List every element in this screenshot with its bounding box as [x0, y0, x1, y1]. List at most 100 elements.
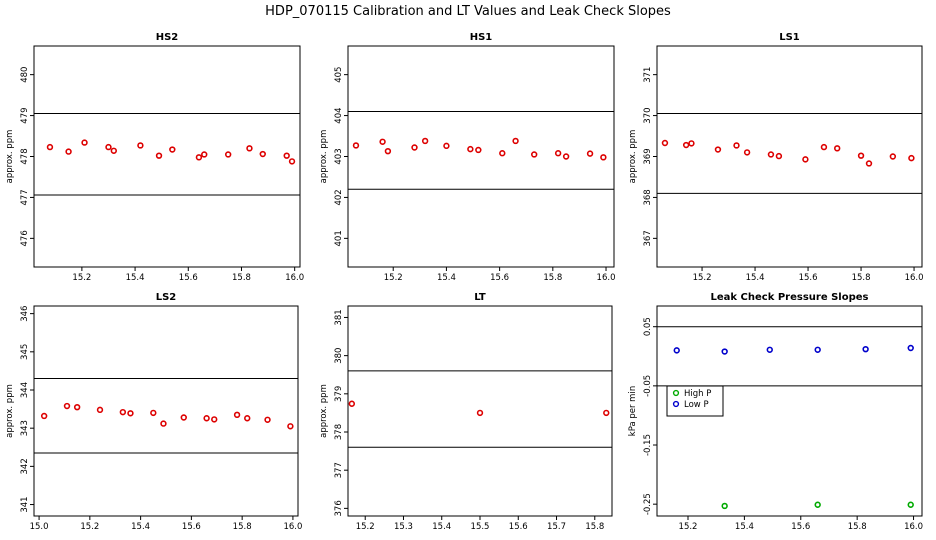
figure-title: HDP_070115 Calibration and LT Values and… — [265, 4, 671, 19]
y-axis-label: approx. ppm — [628, 130, 638, 184]
x-tick-label: 15.6 — [799, 273, 818, 283]
x-tick-label: 15.5 — [471, 522, 490, 532]
data-point — [46, 143, 54, 151]
x-tick-label: 15.0 — [30, 522, 49, 532]
data-point — [467, 145, 474, 153]
x-tick-label: 15.6 — [179, 273, 198, 283]
x-tick-label: 15.7 — [547, 522, 566, 532]
data-point — [224, 151, 232, 158]
y-tick-label: 380 — [334, 348, 344, 364]
x-tick-label: 15.4 — [437, 273, 456, 283]
data-point — [833, 145, 841, 152]
x-tick-label: 15.2 — [693, 273, 712, 283]
data-point — [411, 144, 418, 151]
data-point — [421, 137, 429, 145]
y-tick-label: 478 — [20, 148, 30, 164]
data-point — [907, 501, 914, 508]
chart-panels: HS2 15.2 15.4 15.6 15.8 16.0 476 477 478 479 480 ap… — [5, 32, 924, 532]
y-tick-label: 401 — [334, 230, 344, 246]
x-tick-label: 15.4 — [746, 273, 765, 283]
data-point — [554, 150, 562, 157]
data-point — [169, 146, 176, 153]
data-point — [127, 410, 134, 417]
y-tick-label: 341 — [20, 496, 30, 512]
x-tick-label: 15.8 — [543, 273, 562, 283]
y-tick-label: 403 — [334, 148, 344, 164]
data-point — [155, 152, 163, 159]
data-point — [814, 346, 821, 353]
x-tick-label: 15.6 — [791, 522, 810, 532]
y-tick-label: 378 — [334, 424, 344, 440]
data-point — [721, 502, 728, 510]
x-tick-label: 15.2 — [356, 522, 375, 532]
y-tick-label: 377 — [334, 462, 344, 478]
data-point — [530, 151, 538, 158]
plot-frame — [656, 305, 923, 517]
x-tick-label: 15.4 — [126, 273, 145, 283]
y-tick-label: -0.05 — [643, 375, 653, 397]
data-point — [110, 147, 118, 154]
x-tick-label: 16.0 — [904, 522, 923, 532]
data-point — [499, 150, 506, 157]
data-point — [865, 160, 873, 167]
y-tick-label: 342 — [20, 458, 30, 474]
y-tick-label: -0.25 — [643, 493, 653, 515]
legend-label: High P — [684, 389, 711, 399]
x-tick-label: 15.2 — [72, 273, 91, 283]
x-tick-label: 15.8 — [233, 522, 252, 532]
legend-marker — [672, 400, 680, 408]
panel-title: LS2 — [156, 292, 177, 303]
data-point — [288, 158, 296, 165]
panel-title: LS1 — [779, 32, 800, 43]
data-point — [233, 411, 241, 419]
y-axis-label: kPa per min — [628, 386, 638, 436]
data-point — [259, 150, 266, 158]
data-point — [721, 348, 728, 355]
data-point — [907, 344, 914, 352]
x-tick-label: 15.3 — [394, 522, 413, 532]
y-axis-label: approx. ppm — [319, 130, 329, 184]
data-point — [264, 416, 271, 423]
data-point — [150, 409, 157, 417]
data-point — [600, 154, 607, 161]
data-point — [195, 154, 203, 161]
legend-marker — [672, 389, 680, 397]
x-tick-label: 15.2 — [384, 273, 403, 283]
data-point — [673, 347, 680, 354]
plot-frame — [33, 305, 299, 517]
data-point — [244, 415, 251, 422]
x-tick-label: 15.8 — [585, 522, 604, 532]
data-point — [889, 153, 897, 160]
panel-4: LS2 15.0 15.2 15.4 15.6 15.8 16.0 341 342 343 344 3… — [5, 292, 302, 532]
y-tick-label: 479 — [20, 107, 30, 123]
data-point — [476, 409, 484, 417]
data-point — [475, 146, 482, 154]
x-tick-label: 15.4 — [735, 522, 754, 532]
y-tick-label: 345 — [20, 344, 30, 360]
data-point — [562, 153, 570, 160]
x-tick-label: 15.8 — [848, 522, 867, 532]
plot-frame — [347, 45, 615, 268]
y-tick-label: 369 — [643, 148, 653, 164]
data-point — [802, 156, 809, 163]
data-point — [862, 345, 869, 353]
y-tick-label: 371 — [643, 67, 653, 83]
panel-5: LT 15.2 15.3 15.4 15.5 15.6 15.7 15.8 376 377 378 3… — [319, 292, 613, 532]
y-tick-label: -0.15 — [643, 434, 653, 456]
y-tick-label: 368 — [643, 189, 653, 205]
data-point — [105, 143, 112, 151]
data-point — [352, 142, 360, 149]
data-point — [908, 154, 915, 162]
x-tick-label: 16.0 — [905, 273, 924, 283]
y-tick-label: 381 — [334, 309, 344, 325]
y-tick-label: 476 — [20, 230, 30, 246]
x-tick-label: 15.6 — [490, 273, 509, 283]
y-tick-label: 343 — [20, 420, 30, 436]
y-tick-label: 404 — [334, 107, 344, 123]
data-point — [65, 148, 72, 155]
panel-3: LS1 15.2 15.4 15.6 15.8 16.0 367 368 369 370 371 ap… — [628, 32, 924, 283]
data-point — [714, 146, 722, 153]
y-tick-label: 405 — [334, 67, 344, 83]
x-tick-label: 15.8 — [232, 273, 251, 283]
